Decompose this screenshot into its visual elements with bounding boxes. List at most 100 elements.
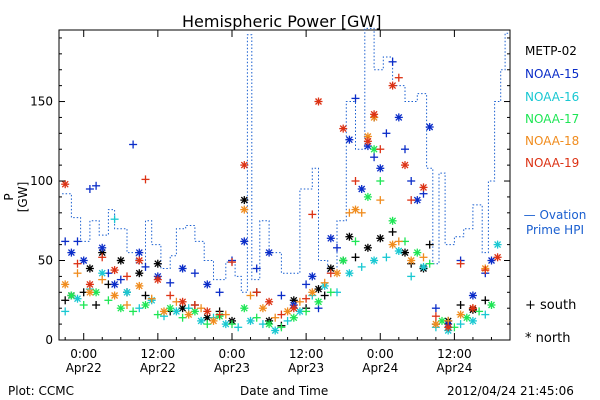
data-point-noaa-15-north [413, 196, 422, 205]
data-point-noaa-17-north [141, 301, 150, 309]
data-point-noaa-18-south [320, 278, 329, 287]
data-point-noaa-19-north [265, 297, 274, 306]
data-point-noaa-19-south [431, 312, 440, 321]
data-point-noaa-17-north [388, 216, 397, 225]
data-point-noaa-16-north [394, 247, 403, 255]
data-point-noaa-15-south [370, 153, 379, 162]
data-point-noaa-16-south [234, 323, 243, 332]
data-point-noaa-18-north [184, 310, 193, 319]
data-point-noaa-19-north [85, 280, 94, 289]
data-point-noaa-18-north [388, 240, 397, 249]
data-point-noaa-15-south [252, 264, 261, 273]
data-point-noaa-19-south [481, 266, 490, 275]
data-point-noaa-17-south [79, 301, 88, 309]
data-point-noaa-17-south [153, 310, 162, 319]
data-point-noaa-18-south [73, 269, 82, 278]
data-point-noaa-19-north [153, 275, 162, 284]
data-point-noaa-17-south [129, 307, 138, 316]
data-point-noaa-18-north [308, 288, 317, 297]
y-tick-label: 0 [45, 333, 53, 347]
legend-item-noaa-15: NOAA-15 [525, 67, 580, 81]
data-point-noaa-17-south [252, 313, 261, 322]
data-point-noaa-15-north [425, 123, 434, 131]
data-point-noaa-18-south [295, 297, 304, 306]
data-point-noaa-15-south [401, 145, 409, 154]
data-point-noaa-17-south [178, 313, 187, 322]
data-point-noaa-18-south [147, 294, 156, 303]
data-point-noaa-16-south [382, 253, 391, 262]
data-point-noaa-15-south [61, 237, 70, 246]
y-axis-ticks: 0 50 100 150 [30, 37, 510, 347]
data-point-noaa-18-north [240, 205, 249, 214]
data-point-noaa-17-south [376, 177, 385, 185]
data-point-noaa-15-south [407, 177, 416, 185]
data-point-noaa-17-south [203, 320, 212, 329]
data-point-noaa-19-north [468, 304, 477, 313]
data-point-noaa-15-south [351, 94, 360, 103]
data-point-noaa-15-south [166, 278, 175, 287]
data-point-noaa-17-north [438, 316, 446, 325]
x-tick-label-date: Apr24 [362, 361, 398, 375]
data-point-noaa-19-south [228, 258, 236, 267]
x-tick-label-time: 12:00 [437, 347, 472, 361]
data-point-noaa-18-north [431, 320, 440, 329]
data-point-noaa-17-north [240, 304, 249, 313]
data-point-noaa-16-south [357, 262, 366, 271]
data-point-noaa-19-north [419, 183, 428, 192]
data-point-noaa-15-south [129, 140, 138, 149]
data-point-noaa-18-north [160, 307, 168, 316]
data-point-metp-02-north [116, 256, 125, 265]
data-point-noaa-18-north [209, 316, 218, 325]
data-point-noaa-18-north [258, 304, 267, 313]
data-point-noaa-16-north [468, 316, 477, 325]
scatter-points-group [61, 57, 502, 335]
data-point-metp-02-north [314, 285, 323, 294]
data-point-noaa-19-north [178, 297, 187, 306]
data-point-noaa-16-north [172, 307, 181, 316]
data-point-noaa-15-north [357, 185, 366, 193]
legend-item-noaa-17: NOAA-17 [525, 112, 580, 126]
data-point-noaa-18-north [110, 291, 119, 300]
data-point-noaa-15-north [240, 237, 249, 246]
data-point-noaa-17-north [116, 304, 125, 313]
data-point-metp-02-north [376, 234, 385, 243]
data-point-noaa-15-south [141, 262, 150, 271]
data-point-noaa-16-north [197, 316, 206, 325]
data-point-metp-02-north [363, 243, 372, 252]
data-point-noaa-18-north [351, 205, 360, 214]
data-point-noaa-19-south [456, 259, 465, 268]
data-point-noaa-16-south [61, 307, 70, 316]
data-point-noaa-17-south [326, 288, 335, 297]
data-point-noaa-17-north [166, 304, 175, 313]
data-point-noaa-16-north [221, 320, 230, 329]
x-tick-label-time: 0:00 [70, 347, 97, 361]
data-point-noaa-15-north [265, 248, 274, 257]
data-point-noaa-16-south [481, 310, 490, 319]
data-point-metp-02-south [425, 240, 434, 249]
data-point-metp-02-south [456, 301, 465, 309]
ovation-line-group [62, 27, 510, 293]
data-point-noaa-19-south [141, 175, 150, 184]
data-point-noaa-17-north [413, 248, 422, 257]
data-point-noaa-18-south [246, 291, 255, 300]
data-point-noaa-18-south [123, 301, 131, 309]
data-point-metp-02-north [401, 248, 409, 257]
data-point-noaa-19-north [388, 81, 397, 90]
data-point-noaa-16-south [456, 320, 465, 329]
data-point-noaa-18-south [419, 253, 428, 262]
legend-item-noaa-16: NOAA-16 [525, 90, 580, 104]
data-point-metp-02-north [135, 269, 144, 278]
legend-item-noaa-18: NOAA-18 [525, 134, 580, 148]
data-point-noaa-15-north [67, 248, 76, 257]
data-point-noaa-15-south [190, 269, 199, 278]
data-point-noaa-15-north [487, 256, 496, 265]
data-point-noaa-16-north [123, 288, 131, 297]
data-point-noaa-19-north [289, 304, 298, 313]
data-point-noaa-15-north [178, 264, 187, 273]
data-point-noaa-15-north [376, 164, 385, 173]
data-point-noaa-19-south [123, 272, 131, 281]
data-point-noaa-18-north [61, 280, 70, 289]
x-axis-label: Date and Time [240, 384, 329, 398]
data-point-noaa-18-south [98, 275, 107, 284]
